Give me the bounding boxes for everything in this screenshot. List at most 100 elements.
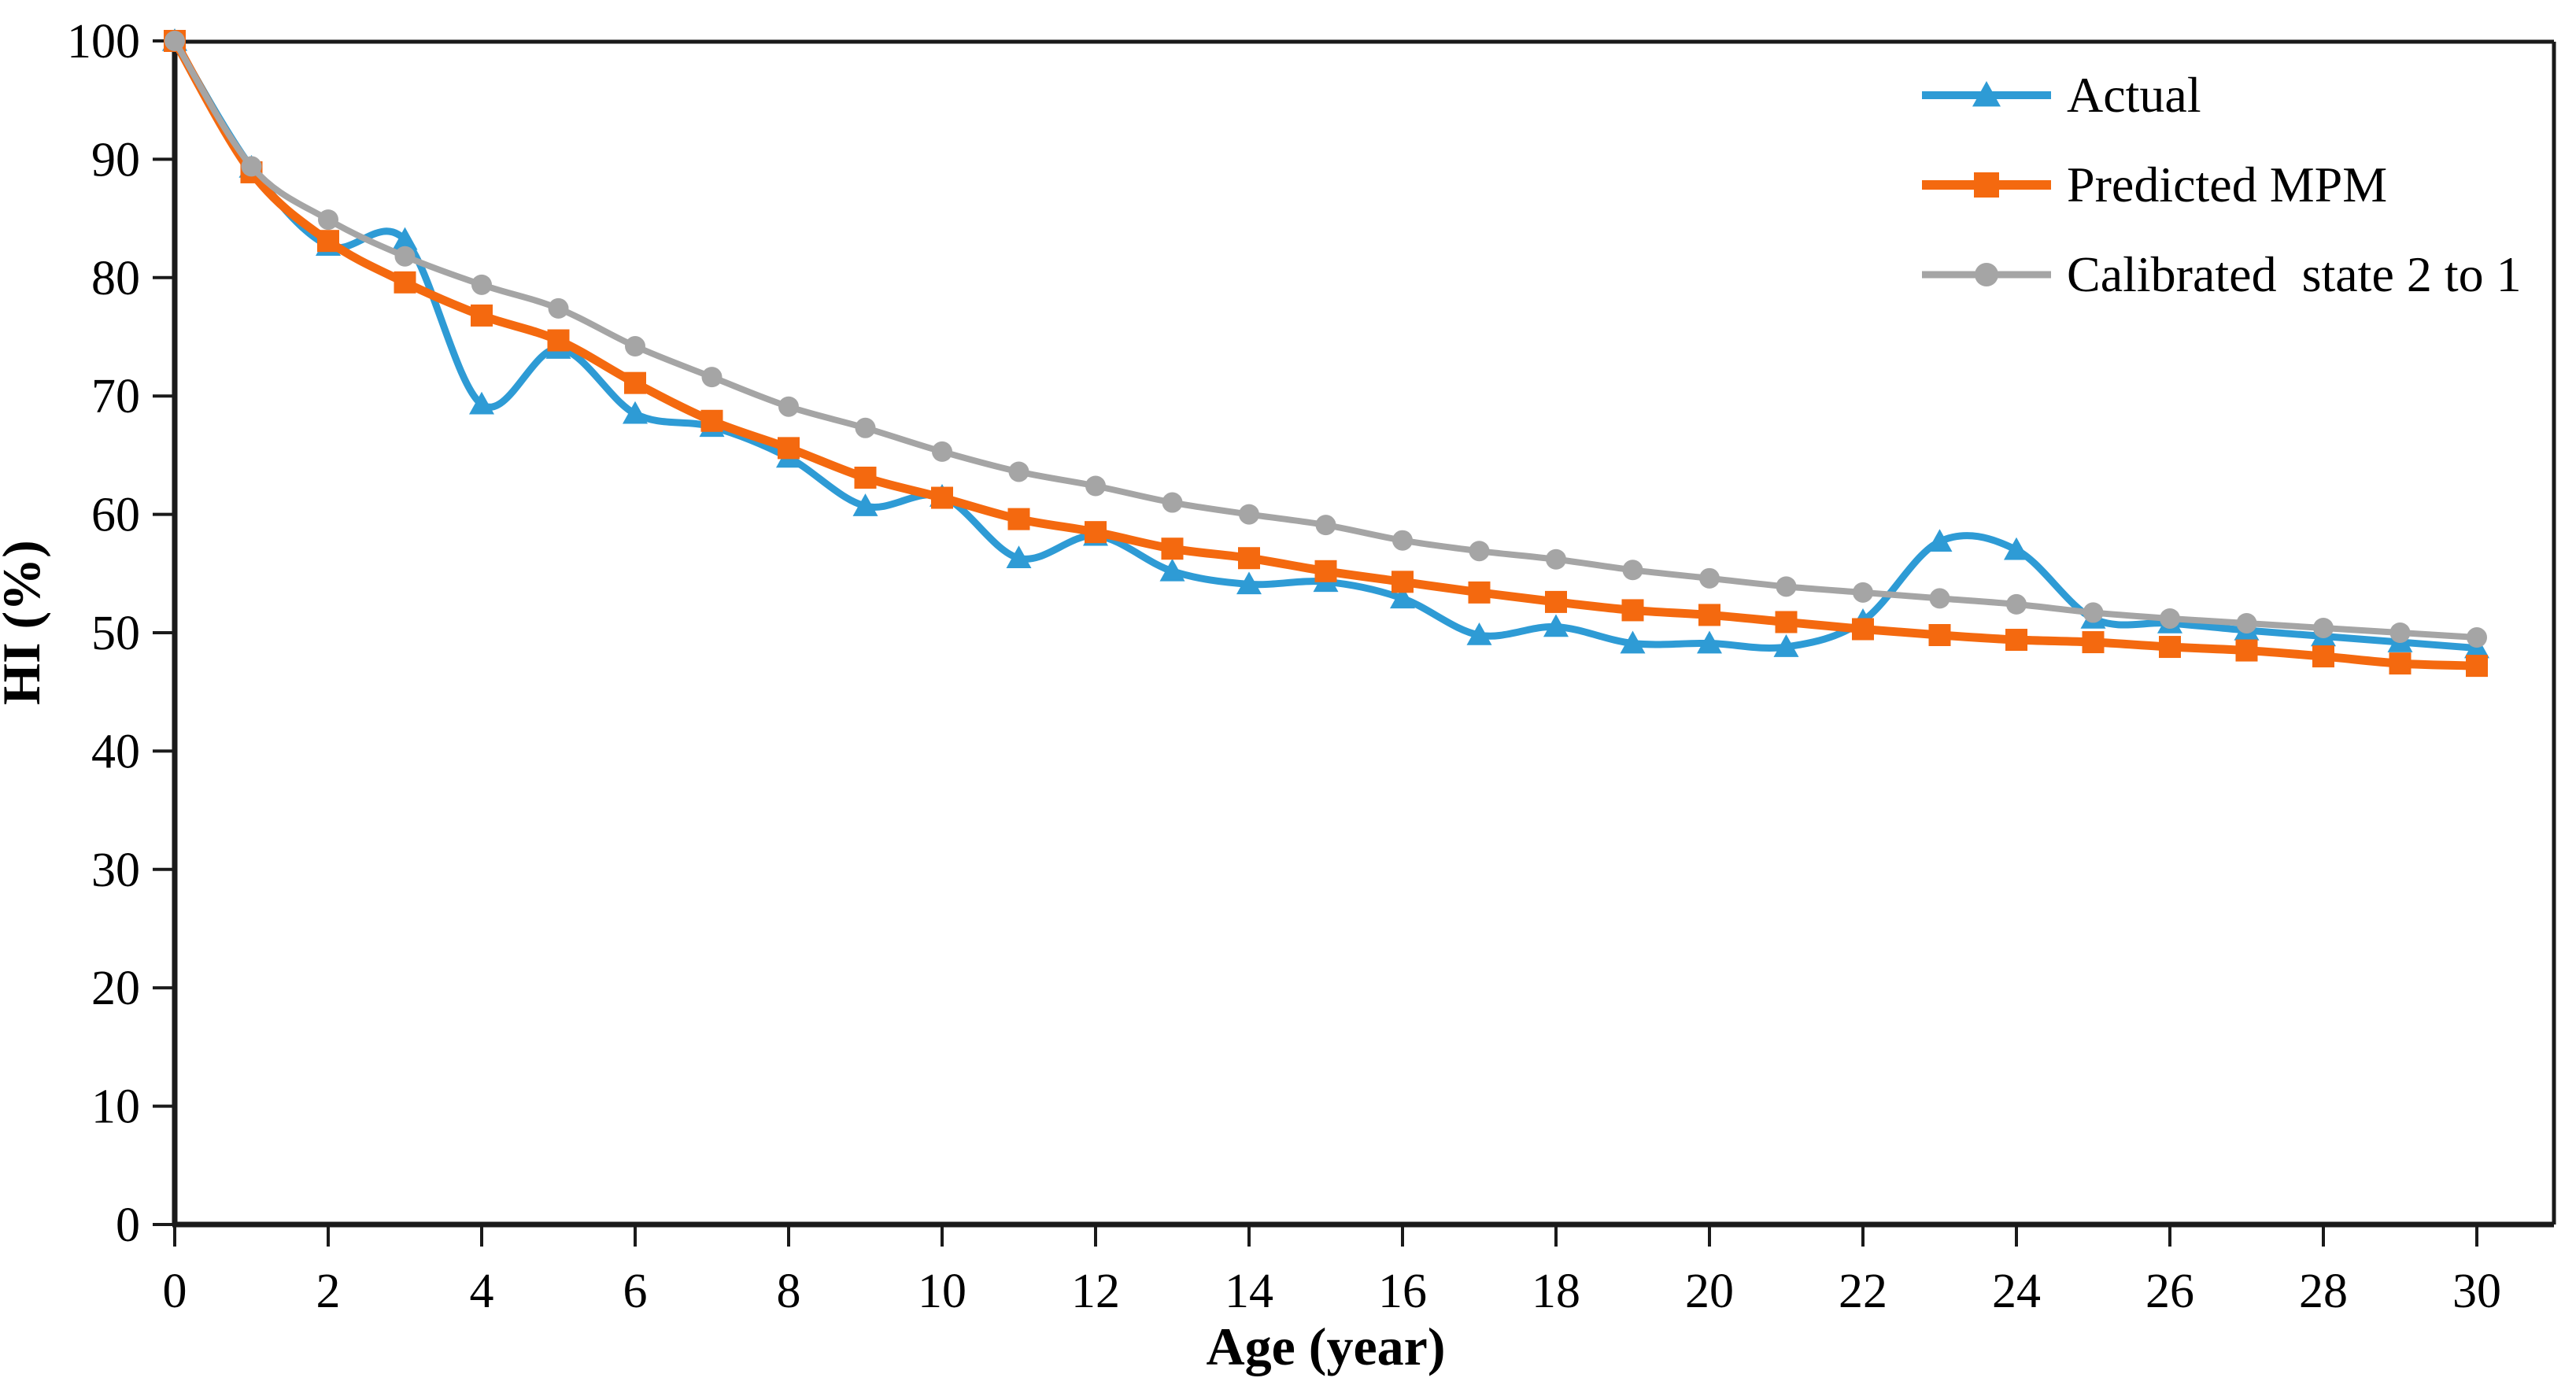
data-point-marker	[394, 271, 416, 294]
x-tick-label: 4	[470, 1265, 494, 1318]
y-tick-label: 30	[91, 844, 140, 897]
data-point-marker	[855, 417, 876, 438]
data-point-marker	[1466, 622, 1492, 645]
data-point-marker	[2466, 655, 2488, 678]
data-point-marker	[1620, 630, 1646, 654]
series-line	[170, 36, 2482, 670]
data-point-marker	[1006, 545, 1032, 569]
y-tick-label: 40	[91, 725, 140, 778]
data-point-marker	[2313, 617, 2334, 638]
y-axis-title: HI (%)	[0, 540, 51, 705]
legend-marker-glyph	[1974, 172, 1999, 198]
x-tick-label: 12	[1071, 1265, 1120, 1318]
data-point-marker	[625, 336, 645, 357]
data-point-marker	[471, 274, 492, 295]
data-point-marker	[1929, 588, 1950, 609]
data-point-marker	[1852, 618, 1874, 641]
legend-item-calibrated-state-2-to-1: Calibrated state 2 to 1	[1919, 246, 2522, 302]
data-point-marker	[1621, 599, 1644, 622]
data-point-marker	[1162, 492, 1183, 513]
data-point-marker	[1008, 461, 1029, 482]
data-point-marker	[241, 156, 262, 177]
y-tick-label: 100	[67, 15, 140, 68]
data-point-marker	[1007, 508, 1030, 530]
data-point-marker	[1698, 604, 1720, 626]
y-tick-label: 60	[91, 489, 140, 542]
y-tick-label: 70	[91, 370, 140, 423]
series-line	[171, 37, 2481, 652]
data-point-marker	[1085, 475, 1106, 497]
x-tick-label: 6	[623, 1265, 648, 1318]
legend-marker-calibrated-state-2-to-1	[1919, 252, 2054, 297]
data-point-marker	[1314, 560, 1337, 582]
data-point-marker	[852, 493, 878, 516]
data-point-marker	[469, 391, 494, 415]
data-point-marker	[1239, 504, 1259, 525]
data-point-marker	[1697, 630, 1722, 654]
data-point-marker	[392, 227, 418, 250]
data-point-marker	[2312, 645, 2334, 668]
legend-label-calibrated-state-2-to-1: Calibrated state 2 to 1	[2067, 246, 2522, 302]
data-point-marker	[2236, 612, 2257, 634]
data-point-marker	[1236, 571, 1262, 595]
y-tick-label: 50	[91, 607, 140, 660]
legend-marker-glyph	[1975, 263, 1998, 286]
y-tick-label: 20	[91, 962, 140, 1015]
x-axis-title: Age (year)	[1206, 1317, 1446, 1376]
data-point-marker	[1699, 567, 1720, 589]
data-point-marker	[1927, 529, 1953, 552]
data-point-marker	[2160, 608, 2180, 629]
data-point-marker	[2389, 622, 2411, 643]
x-tick-label: 30	[2452, 1265, 2501, 1318]
data-point-marker	[2389, 652, 2412, 675]
x-tick-label: 8	[777, 1265, 801, 1318]
x-tick-label: 0	[163, 1265, 187, 1318]
data-point-marker	[164, 31, 185, 51]
data-point-marker	[700, 409, 723, 432]
data-point-marker	[778, 437, 800, 460]
legend: Actual Predicted MPM Calibrated state 2 …	[1919, 67, 2522, 342]
data-point-marker	[2159, 636, 2181, 659]
legend-label-actual: Actual	[2067, 67, 2201, 123]
data-point-marker	[2467, 627, 2487, 648]
data-point-marker	[548, 297, 569, 319]
data-point-marker	[1392, 530, 1413, 551]
x-tick-label: 20	[1685, 1265, 1734, 1318]
data-point-marker	[624, 371, 646, 394]
data-point-marker	[1853, 582, 1873, 603]
data-point-marker	[317, 230, 339, 253]
x-tick-label: 14	[1225, 1265, 1273, 1318]
data-point-marker	[1776, 576, 1797, 597]
x-tick-label: 2	[316, 1265, 341, 1318]
data-point-marker	[1315, 515, 1336, 536]
data-point-marker	[1469, 541, 1490, 562]
series-line	[172, 38, 2480, 641]
data-point-marker	[318, 209, 338, 231]
y-tick-label: 0	[116, 1199, 140, 1252]
data-point-marker	[1928, 624, 1951, 647]
legend-marker-glyph	[1972, 81, 2001, 107]
legend-marker-actual	[1919, 72, 2054, 118]
data-point-marker	[854, 466, 877, 489]
data-point-marker	[778, 396, 799, 417]
data-point-marker	[1161, 537, 1184, 560]
legend-swatch-svg	[1922, 81, 2051, 107]
data-point-marker	[2004, 537, 2029, 560]
y-tick-label: 80	[91, 252, 140, 305]
data-point-marker	[2083, 602, 2104, 623]
data-point-marker	[623, 401, 648, 424]
data-point-marker	[2082, 631, 2105, 654]
x-tick-label: 18	[1532, 1265, 1580, 1318]
data-point-marker	[1468, 581, 1491, 604]
data-point-marker	[2006, 593, 2027, 615]
series-calibrated-state-2-to-1	[164, 31, 2487, 648]
data-point-marker	[1238, 547, 1260, 570]
legend-item-actual: Actual	[1919, 67, 2522, 123]
y-tick-label: 10	[91, 1080, 140, 1134]
data-point-marker	[1390, 585, 1415, 609]
data-point-marker	[1773, 634, 1799, 657]
legend-swatch-svg	[1922, 263, 2051, 286]
data-point-marker	[2235, 639, 2258, 662]
